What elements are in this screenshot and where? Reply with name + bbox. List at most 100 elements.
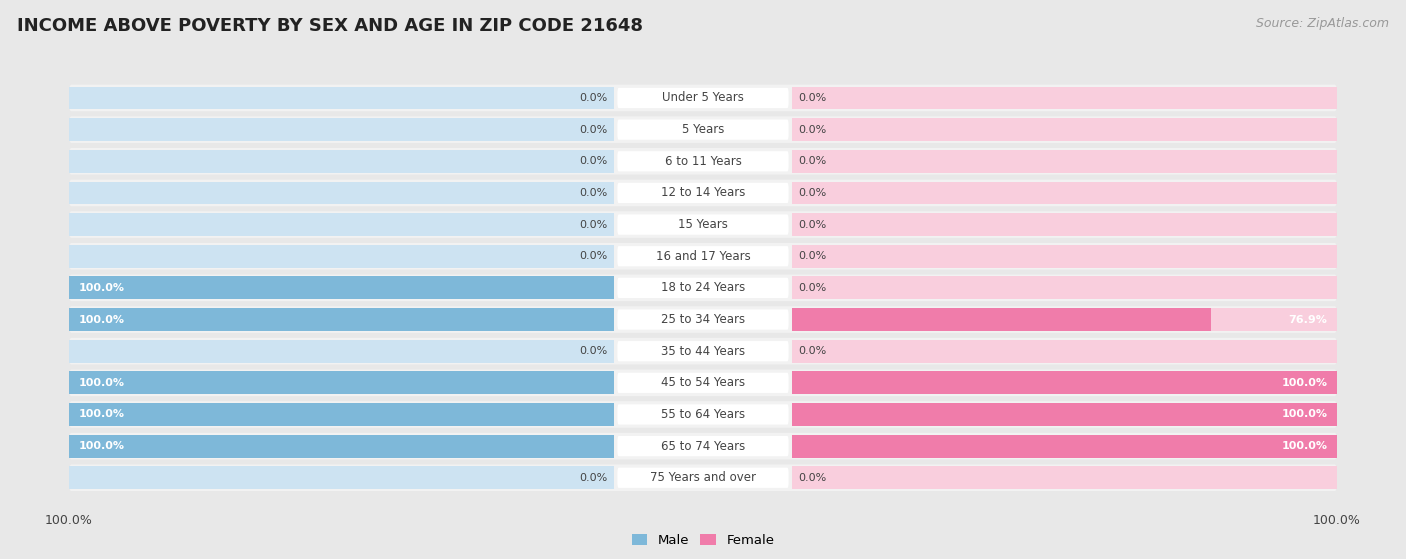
Bar <box>69 403 614 426</box>
Text: 0.0%: 0.0% <box>579 220 607 230</box>
Bar <box>69 308 614 331</box>
Bar <box>69 435 614 457</box>
FancyBboxPatch shape <box>69 116 1337 143</box>
FancyBboxPatch shape <box>617 215 789 235</box>
Text: 15 Years: 15 Years <box>678 218 728 231</box>
FancyBboxPatch shape <box>617 341 789 361</box>
Text: 0.0%: 0.0% <box>579 346 607 356</box>
Text: Under 5 Years: Under 5 Years <box>662 92 744 105</box>
FancyBboxPatch shape <box>617 310 789 330</box>
Bar <box>69 277 614 299</box>
Text: 45 to 54 Years: 45 to 54 Years <box>661 376 745 389</box>
Text: 0.0%: 0.0% <box>579 251 607 261</box>
Text: 100.0%: 100.0% <box>79 441 125 451</box>
Text: 35 to 44 Years: 35 to 44 Years <box>661 345 745 358</box>
Text: 100.0%: 100.0% <box>1281 441 1327 451</box>
FancyBboxPatch shape <box>617 468 789 488</box>
Text: 18 to 24 Years: 18 to 24 Years <box>661 281 745 295</box>
FancyBboxPatch shape <box>69 274 1337 301</box>
Text: 12 to 14 Years: 12 to 14 Years <box>661 187 745 200</box>
FancyBboxPatch shape <box>69 179 1337 206</box>
Bar <box>792 340 1337 363</box>
Bar <box>69 403 614 426</box>
FancyBboxPatch shape <box>69 401 1337 428</box>
Bar <box>792 403 1337 426</box>
Text: 5 Years: 5 Years <box>682 123 724 136</box>
Bar <box>69 466 614 489</box>
Text: 0.0%: 0.0% <box>799 283 827 293</box>
FancyBboxPatch shape <box>69 338 1337 364</box>
Bar <box>69 308 614 331</box>
FancyBboxPatch shape <box>617 404 789 425</box>
Text: 0.0%: 0.0% <box>579 125 607 135</box>
FancyBboxPatch shape <box>69 465 1337 491</box>
Bar <box>792 277 1337 299</box>
FancyBboxPatch shape <box>617 373 789 393</box>
Text: 0.0%: 0.0% <box>579 188 607 198</box>
Text: 0.0%: 0.0% <box>799 346 827 356</box>
FancyBboxPatch shape <box>617 183 789 203</box>
Bar <box>792 403 1337 426</box>
Text: 16 and 17 Years: 16 and 17 Years <box>655 250 751 263</box>
Text: 55 to 64 Years: 55 to 64 Years <box>661 408 745 421</box>
Bar <box>792 435 1337 457</box>
Text: 100.0%: 100.0% <box>79 410 125 419</box>
Text: 0.0%: 0.0% <box>799 473 827 483</box>
Bar <box>792 119 1337 141</box>
FancyBboxPatch shape <box>69 306 1337 333</box>
Text: INCOME ABOVE POVERTY BY SEX AND AGE IN ZIP CODE 21648: INCOME ABOVE POVERTY BY SEX AND AGE IN Z… <box>17 17 643 35</box>
Text: 0.0%: 0.0% <box>579 93 607 103</box>
FancyBboxPatch shape <box>617 151 789 172</box>
Text: 100.0%: 100.0% <box>79 378 125 388</box>
Text: 100.0%: 100.0% <box>1281 410 1327 419</box>
Bar <box>792 435 1337 457</box>
Bar <box>792 466 1337 489</box>
FancyBboxPatch shape <box>617 436 789 456</box>
Bar <box>792 371 1337 394</box>
Bar <box>792 308 1337 331</box>
Bar <box>792 213 1337 236</box>
Text: 76.9%: 76.9% <box>1289 315 1327 325</box>
Bar <box>69 277 614 299</box>
Text: 100.0%: 100.0% <box>79 315 125 325</box>
Text: Source: ZipAtlas.com: Source: ZipAtlas.com <box>1256 17 1389 30</box>
Bar <box>792 87 1337 110</box>
Bar <box>69 245 614 268</box>
Text: 25 to 34 Years: 25 to 34 Years <box>661 313 745 326</box>
FancyBboxPatch shape <box>69 85 1337 111</box>
Bar <box>792 182 1337 205</box>
Text: 0.0%: 0.0% <box>799 157 827 166</box>
Bar <box>69 340 614 363</box>
Bar <box>69 87 614 110</box>
Text: 0.0%: 0.0% <box>799 125 827 135</box>
FancyBboxPatch shape <box>617 88 789 108</box>
Bar <box>69 119 614 141</box>
Text: 100.0%: 100.0% <box>1281 378 1327 388</box>
FancyBboxPatch shape <box>69 243 1337 269</box>
FancyBboxPatch shape <box>69 148 1337 174</box>
Legend: Male, Female: Male, Female <box>626 529 780 552</box>
Text: 0.0%: 0.0% <box>579 473 607 483</box>
Text: 0.0%: 0.0% <box>799 220 827 230</box>
FancyBboxPatch shape <box>617 278 789 298</box>
Text: 75 Years and over: 75 Years and over <box>650 471 756 484</box>
Text: 0.0%: 0.0% <box>799 93 827 103</box>
Bar <box>69 150 614 173</box>
Text: 0.0%: 0.0% <box>799 251 827 261</box>
Bar <box>69 371 614 394</box>
Bar <box>792 150 1337 173</box>
Bar <box>69 435 614 457</box>
Text: 6 to 11 Years: 6 to 11 Years <box>665 155 741 168</box>
Bar <box>69 213 614 236</box>
Text: 65 to 74 Years: 65 to 74 Years <box>661 439 745 453</box>
Text: 0.0%: 0.0% <box>799 188 827 198</box>
FancyBboxPatch shape <box>617 246 789 267</box>
FancyBboxPatch shape <box>69 211 1337 238</box>
FancyBboxPatch shape <box>69 369 1337 396</box>
Text: 0.0%: 0.0% <box>579 157 607 166</box>
Bar <box>69 371 614 394</box>
Bar <box>792 308 1211 331</box>
FancyBboxPatch shape <box>617 120 789 140</box>
Bar <box>69 182 614 205</box>
Text: 100.0%: 100.0% <box>79 283 125 293</box>
